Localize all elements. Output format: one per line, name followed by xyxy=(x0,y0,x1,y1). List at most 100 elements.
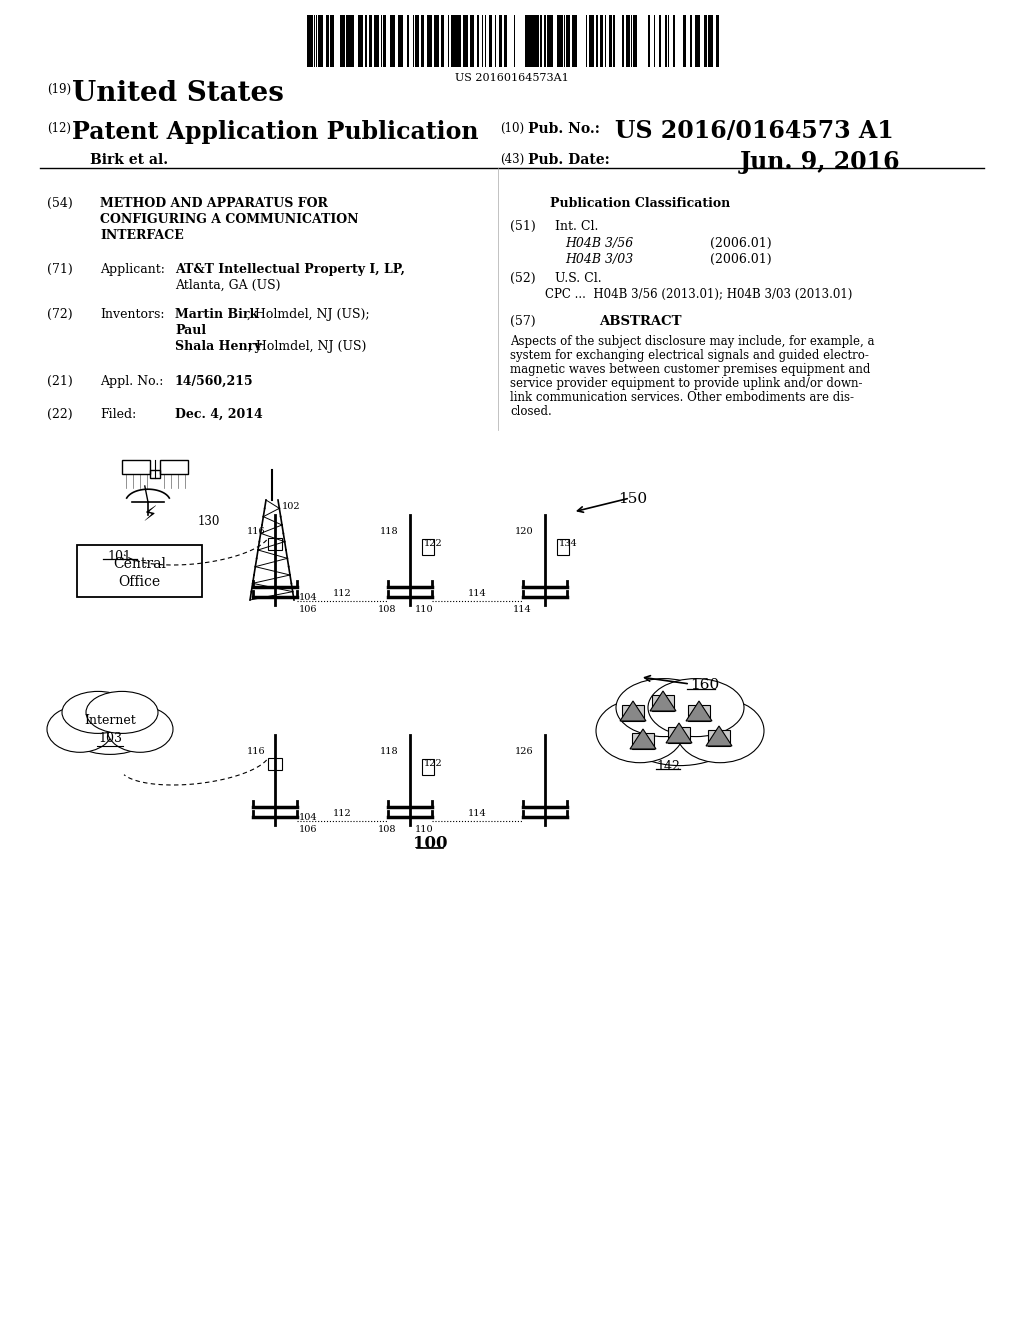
Bar xyxy=(367,15,369,67)
Text: 118: 118 xyxy=(380,747,398,756)
Ellipse shape xyxy=(62,692,134,734)
Bar xyxy=(305,15,307,67)
Text: Int. Cl.: Int. Cl. xyxy=(555,220,598,234)
Bar xyxy=(321,15,323,67)
Text: link communication services. Other embodiments are dis-: link communication services. Other embod… xyxy=(510,391,854,404)
Text: Martin Birk: Martin Birk xyxy=(175,308,258,321)
Bar xyxy=(587,15,589,67)
Bar xyxy=(705,15,707,67)
Bar xyxy=(713,15,716,67)
Bar xyxy=(463,15,465,67)
Text: Publication Classification: Publication Classification xyxy=(550,197,730,210)
Text: Shala Henry: Shala Henry xyxy=(175,341,261,352)
Text: 106: 106 xyxy=(299,825,317,834)
Ellipse shape xyxy=(648,678,744,737)
Bar xyxy=(637,15,640,67)
Bar xyxy=(468,15,470,67)
Bar xyxy=(520,15,522,67)
Bar xyxy=(470,15,472,67)
Text: Central
Office: Central Office xyxy=(113,557,166,589)
Bar xyxy=(160,459,188,474)
Text: 102: 102 xyxy=(282,502,301,511)
Bar xyxy=(561,15,563,67)
Bar xyxy=(352,15,354,67)
Bar xyxy=(681,15,683,67)
Bar xyxy=(122,459,150,474)
Polygon shape xyxy=(686,701,712,721)
Bar xyxy=(609,15,612,67)
Text: (22): (22) xyxy=(47,408,73,421)
Text: 104: 104 xyxy=(299,813,317,822)
Text: (2006.01): (2006.01) xyxy=(710,253,772,267)
Text: 106: 106 xyxy=(299,605,317,614)
Bar xyxy=(566,15,569,67)
Text: service provider equipment to provide uplink and/or down-: service provider equipment to provide up… xyxy=(510,378,862,389)
Text: Atlanta, GA (US): Atlanta, GA (US) xyxy=(175,279,281,292)
Text: Pub. No.:: Pub. No.: xyxy=(528,121,600,136)
Bar xyxy=(603,15,605,67)
Polygon shape xyxy=(620,701,646,721)
Text: 122: 122 xyxy=(424,759,442,768)
Bar xyxy=(618,15,622,67)
Bar xyxy=(492,15,495,67)
Bar xyxy=(601,15,603,67)
Bar xyxy=(518,15,520,67)
Text: METHOD AND APPARATUS FOR: METHOD AND APPARATUS FOR xyxy=(100,197,328,210)
Text: 116: 116 xyxy=(247,527,265,536)
Text: 114: 114 xyxy=(513,605,531,614)
Bar xyxy=(465,15,467,67)
Bar xyxy=(360,15,362,67)
Text: Inventors:: Inventors: xyxy=(100,308,165,321)
Bar xyxy=(535,15,537,67)
Text: , Holmdel, NJ (US): , Holmdel, NJ (US) xyxy=(248,341,367,352)
Text: US 2016/0164573 A1: US 2016/0164573 A1 xyxy=(615,119,894,143)
Bar xyxy=(386,15,389,67)
Bar xyxy=(331,15,334,67)
Text: 130: 130 xyxy=(198,515,220,528)
Bar xyxy=(688,15,690,67)
Bar xyxy=(415,15,418,67)
Text: CONFIGURING A COMMUNICATION: CONFIGURING A COMMUNICATION xyxy=(100,213,358,226)
Bar xyxy=(708,15,711,67)
Text: , Holmdel, NJ (US);: , Holmdel, NJ (US); xyxy=(247,308,370,321)
Bar xyxy=(399,15,402,67)
Text: US 20160164573A1: US 20160164573A1 xyxy=(455,73,569,83)
Text: 114: 114 xyxy=(468,809,486,818)
Text: 116: 116 xyxy=(247,747,265,756)
Ellipse shape xyxy=(62,696,158,755)
Bar xyxy=(652,696,674,711)
Text: 108: 108 xyxy=(378,605,396,614)
Bar xyxy=(622,705,644,721)
Bar xyxy=(77,545,202,597)
Bar xyxy=(268,758,282,770)
Text: Pub. Date:: Pub. Date: xyxy=(528,153,609,168)
Text: H04B 3/56: H04B 3/56 xyxy=(565,238,633,249)
Bar xyxy=(395,15,398,67)
Text: (12): (12) xyxy=(47,121,71,135)
Bar xyxy=(711,15,713,67)
Bar xyxy=(622,15,624,67)
Text: 120: 120 xyxy=(515,527,534,536)
Text: INTERFACE: INTERFACE xyxy=(100,228,183,242)
Bar xyxy=(499,15,501,67)
Text: U.S. Cl.: U.S. Cl. xyxy=(555,272,602,285)
Bar xyxy=(449,15,451,67)
Bar xyxy=(668,727,690,743)
Text: 103: 103 xyxy=(98,731,122,744)
Bar xyxy=(708,730,730,746)
Polygon shape xyxy=(650,690,676,711)
Text: 110: 110 xyxy=(415,605,433,614)
Text: (57): (57) xyxy=(510,315,536,327)
Bar xyxy=(606,15,608,67)
Text: (71): (71) xyxy=(47,263,73,276)
Bar xyxy=(559,15,561,67)
Bar xyxy=(429,15,431,67)
Text: Internet: Internet xyxy=(84,714,136,726)
Text: 112: 112 xyxy=(333,809,352,818)
Ellipse shape xyxy=(86,692,158,734)
Text: United States: United States xyxy=(72,81,284,107)
Bar xyxy=(422,539,434,554)
Text: (52): (52) xyxy=(510,272,536,285)
Bar xyxy=(406,15,407,67)
Polygon shape xyxy=(630,729,656,748)
